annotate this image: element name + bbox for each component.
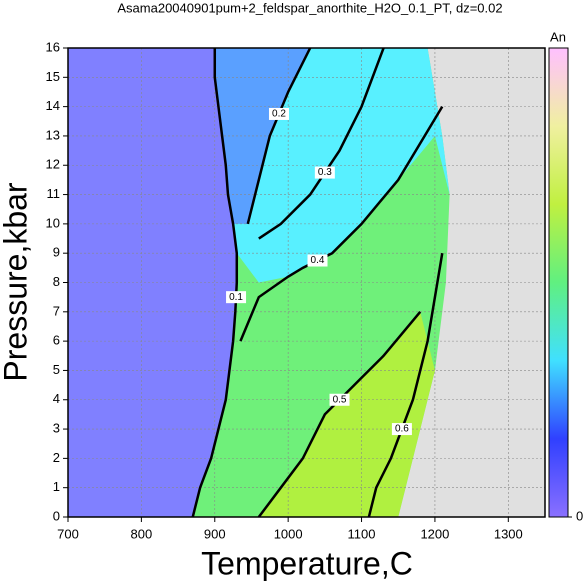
colorbar — [548, 47, 569, 518]
contour-line — [191, 48, 239, 517]
x-tick-label: 700 — [57, 526, 79, 541]
contour-label-bg — [314, 166, 335, 179]
contour-label: 0.5 — [333, 394, 347, 405]
chart-title: Asama20040901pum+2_feldspar_anorthite_H2… — [117, 0, 502, 15]
y-tick-label: 1 — [53, 479, 60, 494]
y-tick-label: 12 — [46, 157, 60, 172]
filled-region — [258, 311, 435, 517]
contour-label-bg — [268, 107, 289, 120]
y-tick-label: 3 — [53, 421, 60, 436]
x-tick-label: 800 — [131, 526, 153, 541]
y-tick-label: 2 — [53, 450, 60, 465]
y-tick-label: 7 — [53, 303, 60, 318]
contour-label-bg — [307, 254, 328, 267]
y-tick-label: 13 — [46, 127, 60, 142]
contour-label: 0.2 — [272, 109, 286, 120]
contour-label: 0.1 — [229, 292, 243, 303]
colorbar-label: An — [550, 29, 566, 44]
x-tick-label: 1200 — [420, 526, 449, 541]
filled-region — [214, 48, 311, 224]
x-tick-label: 1300 — [494, 526, 523, 541]
y-tick-label: 9 — [53, 245, 60, 260]
y-tick-label: 14 — [46, 98, 60, 113]
y-tick-label: 4 — [53, 391, 60, 406]
x-tick-label: 900 — [204, 526, 226, 541]
y-tick-label: 15 — [46, 69, 60, 84]
contour-line — [246, 48, 312, 225]
y-tick-label: 8 — [53, 274, 60, 289]
x-axis-label: Temperature,C — [201, 545, 413, 581]
y-tick-label: 6 — [53, 333, 60, 348]
contour-label-bg — [329, 393, 350, 406]
colorbar-tick-label: 0 — [576, 508, 583, 523]
y-axis-label: Pressure,kbar — [0, 182, 33, 382]
y-tick-label: 11 — [47, 186, 61, 201]
x-tick-label: 1100 — [348, 526, 376, 541]
plot-area: 0.1 0.2 0.3 0.4 0.5 0.6 — [68, 48, 545, 517]
contour-label: 0.4 — [311, 255, 325, 266]
y-tick-label: 5 — [53, 362, 60, 377]
y-tick-label: 16 — [46, 39, 60, 54]
x-tick-label: 1000 — [274, 526, 303, 541]
y-tick-label: 10 — [46, 215, 60, 230]
contour-label: 0.6 — [395, 424, 409, 435]
contour-label-bg — [226, 291, 247, 304]
y-tick-label: 0 — [53, 508, 60, 523]
contour-label: 0.3 — [318, 167, 332, 178]
contour-label-bg — [391, 423, 412, 436]
contour-line — [257, 311, 422, 517]
